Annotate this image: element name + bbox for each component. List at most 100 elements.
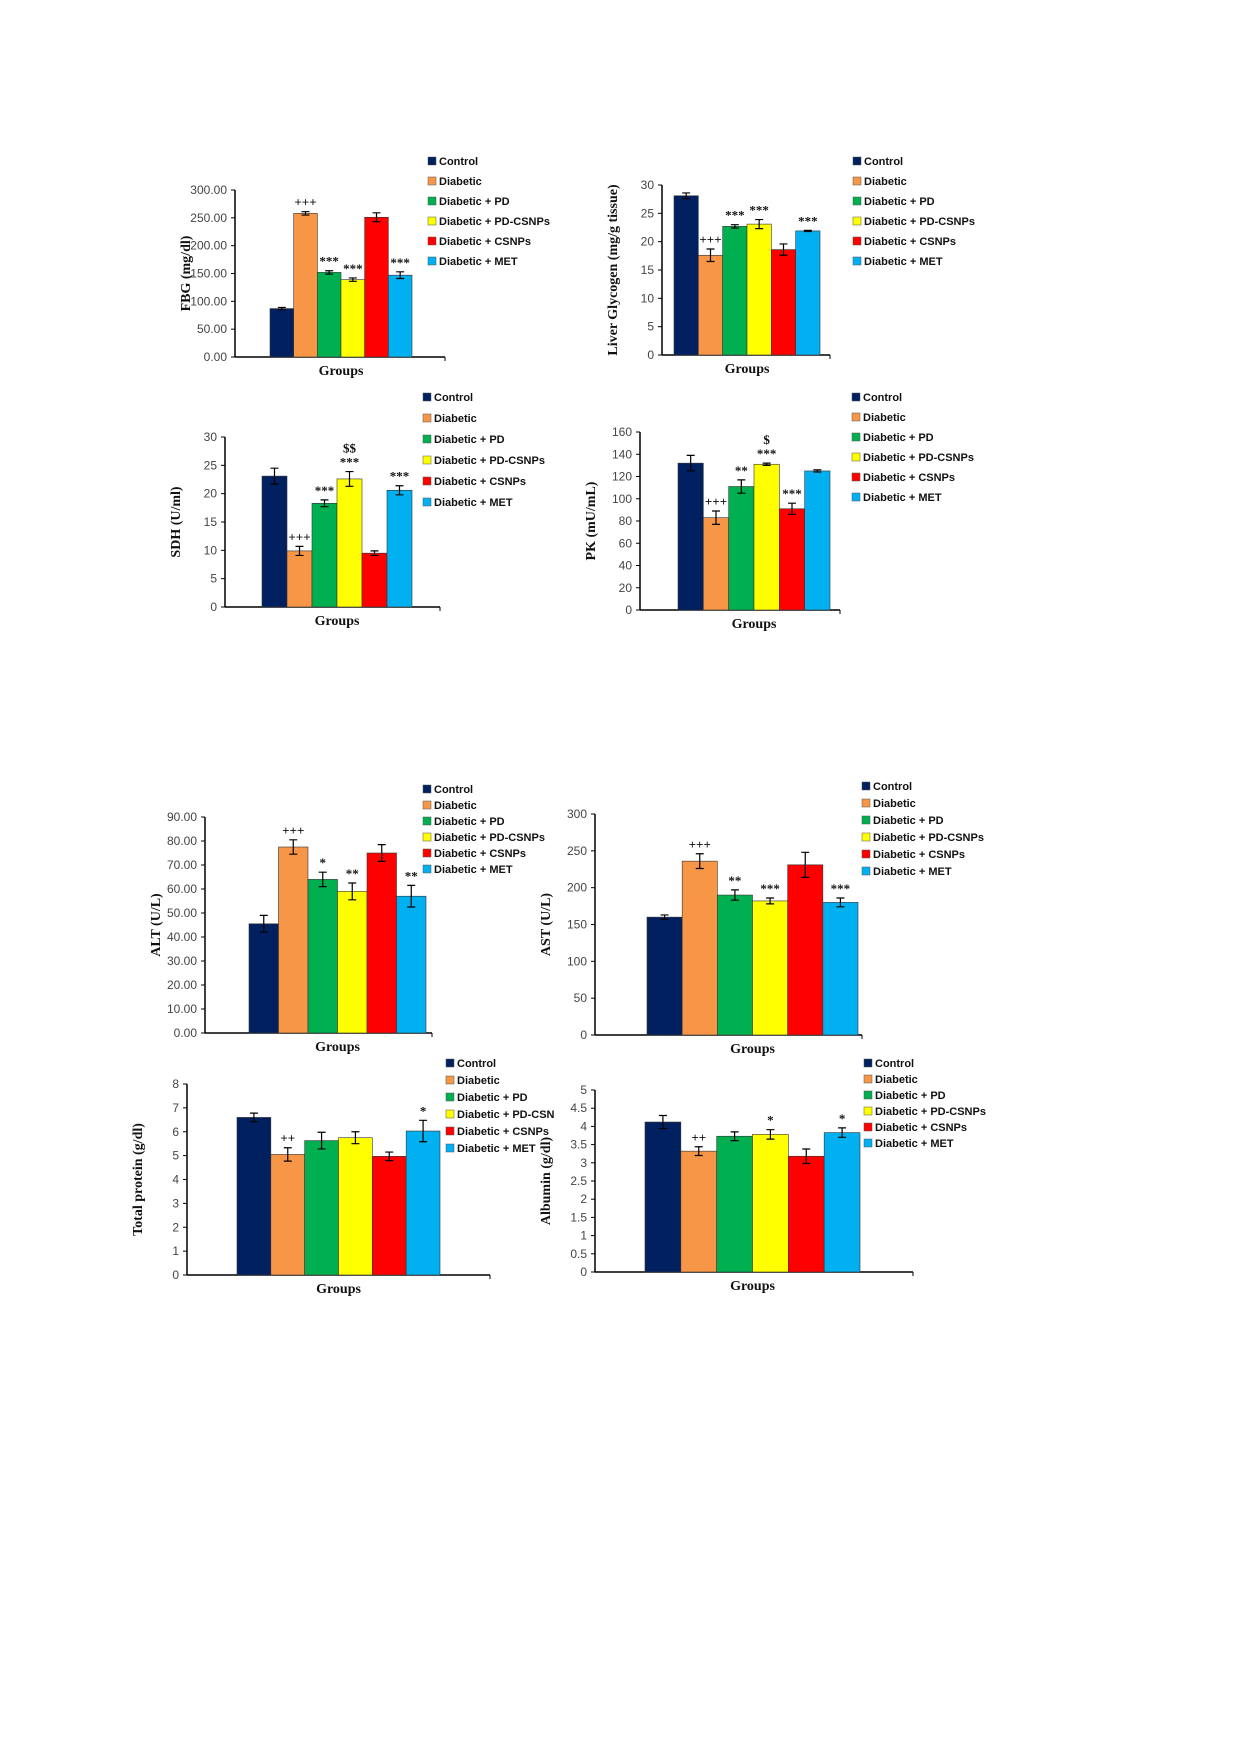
y-tick-label: 0.00 xyxy=(174,1026,198,1040)
y-tick-label: 30 xyxy=(641,178,655,192)
y-tick-label: 200.00 xyxy=(190,239,227,253)
legend-swatch xyxy=(422,476,432,486)
bar-control xyxy=(261,475,288,608)
legend-label: Diabetic + MET xyxy=(434,497,513,509)
significance-label: * xyxy=(767,1113,774,1128)
legend-swatch xyxy=(861,832,871,842)
y-tick-label: 20 xyxy=(204,487,218,501)
y-tick-label: 140 xyxy=(612,447,632,461)
legend-swatch xyxy=(852,176,862,186)
y-tick-label: 160 xyxy=(612,425,632,439)
bar-diabetic xyxy=(278,846,309,1034)
legend-label: Diabetic xyxy=(864,176,907,188)
y-tick-label: 25 xyxy=(641,206,655,220)
legend-swatch xyxy=(861,798,871,808)
error-bar xyxy=(407,884,416,908)
bar-diabetic-csnps xyxy=(779,508,805,611)
bar-diabetic-met xyxy=(396,895,427,1034)
bar-diabetic-pd-csnps xyxy=(340,279,365,358)
legend-label: Diabetic + PD xyxy=(434,434,505,446)
y-tick-label: 3 xyxy=(172,1196,179,1210)
bar-diabetic-pd-csnps xyxy=(337,891,368,1034)
y-tick-label: 8 xyxy=(172,1077,179,1091)
error-bar xyxy=(419,1119,428,1143)
legend-swatch xyxy=(422,800,432,810)
legend-label: Diabetic + MET xyxy=(873,866,952,878)
legend: Control Diabetic Diabetic + PD Diabetic + P… xyxy=(427,156,550,268)
bar-control xyxy=(236,1117,272,1276)
y-tick-label: 5 xyxy=(580,1083,587,1097)
y-tick-label: 250 xyxy=(567,844,587,858)
error-bar xyxy=(372,212,381,223)
legend-label: Diabetic + PD xyxy=(457,1092,528,1104)
error-bar xyxy=(836,897,845,908)
significance-label: ** xyxy=(405,868,418,883)
legend-label: Diabetic + CSNPs xyxy=(439,236,531,248)
error-bar xyxy=(737,479,746,494)
y-tick-label: 120 xyxy=(612,470,632,484)
legend-swatch xyxy=(852,156,862,166)
error-bar xyxy=(695,853,704,870)
legend-label: Diabetic xyxy=(873,798,916,810)
bar-diabetic xyxy=(293,213,318,358)
bar-diabetic-csnps xyxy=(364,216,389,358)
significance-label: ++ xyxy=(691,1130,706,1145)
legend-swatch xyxy=(861,781,871,791)
legend-swatch xyxy=(851,412,861,422)
error-bar xyxy=(295,545,304,557)
y-tick-label: 4 xyxy=(580,1119,587,1133)
bar-diabetic-pd-csn xyxy=(338,1137,373,1276)
legend-swatch xyxy=(445,1075,455,1085)
y-tick-label: 40 xyxy=(619,559,633,573)
y-tick-label: 20.00 xyxy=(167,978,197,992)
y-tick-label: 50.00 xyxy=(167,906,197,920)
legend-swatch xyxy=(427,236,437,246)
legend-label: Control xyxy=(457,1058,496,1070)
error-bar xyxy=(762,462,771,466)
bar-diabetic-pd-csnps xyxy=(336,478,363,608)
legend-label: Diabetic xyxy=(863,412,906,424)
error-bar xyxy=(377,844,386,862)
y-tick-label: 200 xyxy=(567,881,587,895)
legend-label: Diabetic + PD xyxy=(873,815,944,827)
significance-label: *** xyxy=(315,483,335,498)
bar-diabetic-pd xyxy=(716,1135,753,1273)
error-bar xyxy=(249,1112,258,1123)
error-bar xyxy=(277,306,286,311)
error-bar xyxy=(730,224,739,229)
error-bar xyxy=(712,510,720,525)
y-tick-label: 0 xyxy=(625,603,632,617)
y-tick-label: 2 xyxy=(580,1192,587,1206)
legend-swatch xyxy=(427,216,437,226)
y-axis-label: Liver Glycogen (mg/g tissue) xyxy=(606,184,621,356)
significance-label: * xyxy=(420,1103,427,1118)
error-bar xyxy=(802,1148,811,1165)
significance-label: ** xyxy=(735,463,748,478)
x-axis-label: Groups xyxy=(732,617,777,632)
x-axis-label: Groups xyxy=(725,362,770,377)
bar-diabetic-met xyxy=(804,470,831,611)
legend-label: Diabetic + PD-CSNPs xyxy=(434,455,545,467)
bar-diabetic-met xyxy=(405,1130,441,1276)
y-tick-label: 300 xyxy=(567,807,587,821)
y-tick-label: 1.5 xyxy=(570,1210,587,1224)
legend-swatch xyxy=(851,452,861,462)
chart-6: 0 1 2 3 4 5 6 7 8 Total protein (g/dl) Groups ++ * Co… xyxy=(131,1058,555,1297)
significance-label-2: $ xyxy=(763,432,770,447)
bar-control xyxy=(677,462,704,611)
bar-control xyxy=(644,1121,682,1273)
error-bar xyxy=(348,882,357,901)
error-bar xyxy=(396,271,405,280)
y-tick-label: 25 xyxy=(204,458,218,472)
legend-label: Diabetic + CSNPs xyxy=(864,236,956,248)
legend-swatch xyxy=(852,236,862,246)
y-tick-label: 0.5 xyxy=(570,1247,587,1261)
error-bar xyxy=(766,897,775,905)
y-axis-label: Albumin (g/dl) xyxy=(539,1137,554,1226)
x-axis-label: Groups xyxy=(315,1040,360,1055)
significance-label: *** xyxy=(343,261,363,276)
legend-swatch xyxy=(851,392,861,402)
legend-label: Diabetic + CSNPs xyxy=(875,1122,967,1134)
legend-label: Diabetic + PD xyxy=(434,816,505,828)
